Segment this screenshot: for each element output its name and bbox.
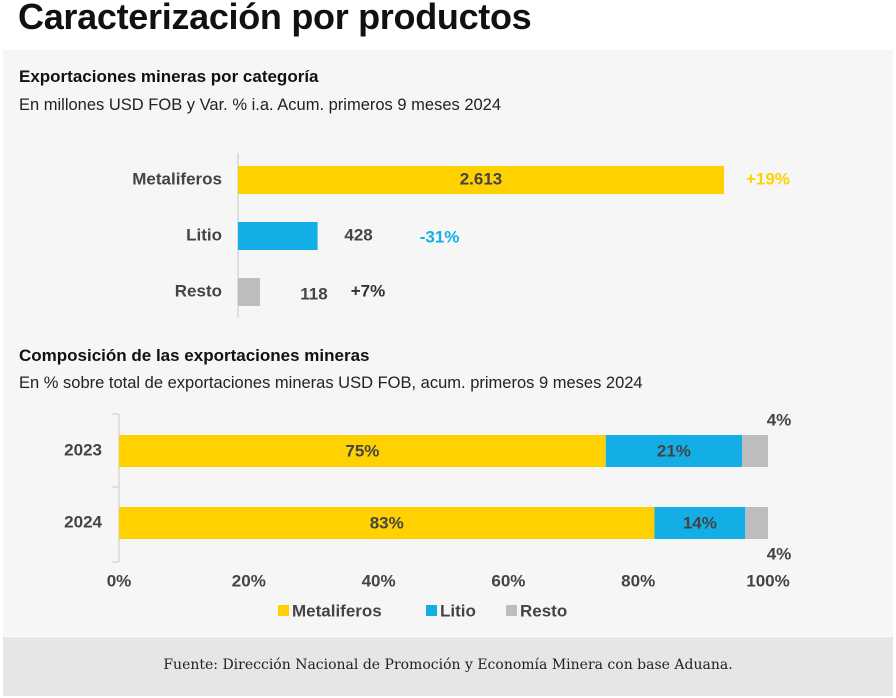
stack-metaliferos-2024 xyxy=(119,507,655,539)
year-label-2024: 2024 xyxy=(64,512,102,531)
stack-label-resto-2023: 4% xyxy=(767,410,792,429)
value-label-litio: 428 xyxy=(344,225,372,244)
x-tick-label: 20% xyxy=(232,571,266,590)
legend-label-metaliferos: Metaliferos xyxy=(292,601,382,620)
category-label-metaliferos: Metaliferos xyxy=(132,169,222,188)
variation-label-resto: +7% xyxy=(351,281,386,300)
x-tick-label: 0% xyxy=(107,571,132,590)
stack-litio-2024 xyxy=(654,507,746,539)
legend-swatch-resto xyxy=(506,605,517,616)
footer-source: Fuente: Dirección Nacional de Promoción … xyxy=(163,657,733,673)
stack-label-metaliferos-2023: 75% xyxy=(345,441,379,460)
stack-litio-2023 xyxy=(605,435,743,467)
legend-label-litio: Litio xyxy=(440,601,476,620)
chart1-subtitle: En millones USD FOB y Var. % i.a. Acum. … xyxy=(19,96,502,114)
value-label-metaliferos: 2.613 xyxy=(460,169,503,188)
legend-swatch-metaliferos xyxy=(278,605,289,616)
bar-litio xyxy=(238,222,318,250)
category-label-resto: Resto xyxy=(175,281,222,300)
x-tick-label: 60% xyxy=(491,571,525,590)
variation-label-litio: -31% xyxy=(420,227,460,246)
bar-metaliferos xyxy=(238,166,724,194)
legend-swatch-litio xyxy=(426,605,437,616)
x-tick-label: 80% xyxy=(621,571,655,590)
page-title: Caracterización por productos xyxy=(18,0,532,37)
bar-resto xyxy=(238,278,260,306)
legend-label-resto: Resto xyxy=(520,601,567,620)
chart1-title: Exportaciones mineras por categoría xyxy=(19,67,319,86)
stack-label-litio-2024: 14% xyxy=(683,513,717,532)
x-tick-label: 100% xyxy=(746,571,789,590)
stack-resto-2024 xyxy=(745,507,768,539)
stack-label-resto-2024: 4% xyxy=(767,544,792,563)
stack-label-litio-2023: 21% xyxy=(657,441,691,460)
chart2-title: Composición de las exportaciones mineras xyxy=(19,346,370,365)
chart2-subtitle: En % sobre total de exportaciones minera… xyxy=(19,374,643,392)
footer: Fuente: Dirección Nacional de Promoción … xyxy=(3,637,893,696)
x-tick-label: 40% xyxy=(362,571,396,590)
stack-label-metaliferos-2024: 83% xyxy=(370,513,404,532)
category-label-litio: Litio xyxy=(186,225,222,244)
stack-resto-2023 xyxy=(742,435,768,467)
stack-metaliferos-2023 xyxy=(119,435,606,467)
variation-label-metaliferos: +19% xyxy=(746,169,790,188)
year-label-2023: 2023 xyxy=(64,440,102,459)
value-label-resto: 118 xyxy=(300,284,327,303)
